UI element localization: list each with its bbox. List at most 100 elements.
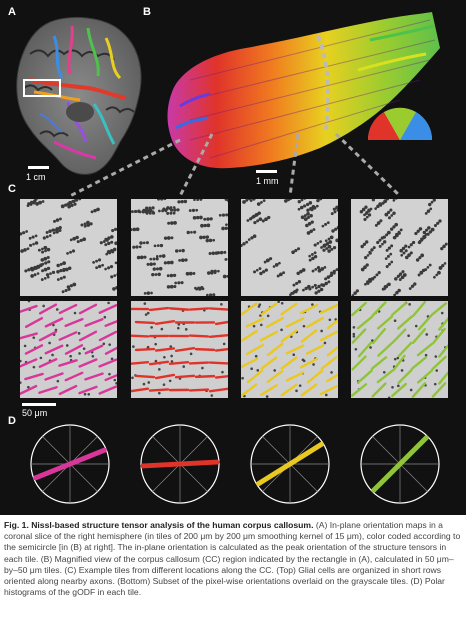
- cell-dot: [32, 336, 36, 339]
- cell-dot: [440, 247, 444, 251]
- cell-dot: [352, 326, 356, 329]
- cell-dot: [43, 245, 48, 250]
- cell-dot: [322, 244, 327, 248]
- orientation-stick: [104, 373, 117, 382]
- cell-dot: [191, 208, 196, 212]
- cell-dot: [301, 358, 305, 362]
- cell-dot: [296, 271, 300, 276]
- cell-dot: [437, 270, 441, 275]
- cell-dot: [278, 261, 281, 265]
- cell-dot: [56, 379, 60, 383]
- cell-dot: [166, 260, 171, 265]
- cell-dot: [316, 266, 321, 270]
- orientation-stick: [188, 334, 210, 338]
- panel-label-c: C: [8, 183, 16, 195]
- orientation-stick: [214, 347, 228, 352]
- orientation-stick: [326, 318, 338, 330]
- cell-dot: [99, 241, 103, 245]
- orientation-stick: [411, 328, 427, 344]
- cell-dot: [198, 287, 202, 291]
- cell-dot: [295, 281, 299, 285]
- cell-dot: [195, 208, 199, 212]
- cell-dot: [143, 255, 147, 259]
- cell-dot: [96, 207, 100, 212]
- cell-dot: [67, 204, 71, 209]
- cell-dot: [158, 266, 163, 271]
- cell-dot: [62, 275, 66, 279]
- cell-dot: [157, 272, 161, 277]
- cell-dot: [112, 287, 116, 291]
- cell-dot: [307, 222, 312, 226]
- orientation-stick: [20, 358, 38, 368]
- orientation-stick: [266, 370, 284, 383]
- cell-dot: [442, 244, 446, 249]
- cell-dot: [134, 209, 138, 214]
- cell-dot: [295, 389, 298, 393]
- cell-dot: [325, 247, 329, 250]
- cell-dot: [221, 226, 225, 231]
- orientation-stick: [376, 369, 394, 384]
- cell-dot: [213, 271, 217, 275]
- cell-dot: [273, 369, 277, 372]
- cell-dot: [317, 268, 322, 273]
- cell-dot: [78, 199, 82, 201]
- orientation-stick: [411, 382, 427, 398]
- orientation-stick: [397, 368, 413, 385]
- cell-dot: [206, 223, 211, 228]
- cell-dot: [166, 274, 170, 278]
- cell-dot: [20, 381, 22, 384]
- cell-dot: [152, 267, 156, 271]
- cell-dot: [109, 265, 114, 269]
- cell-dot: [364, 282, 367, 286]
- cell-dot: [154, 342, 157, 346]
- cell-dot: [409, 243, 413, 247]
- cell-dot: [316, 242, 320, 245]
- cell-dot: [139, 241, 143, 245]
- cell-dot: [262, 270, 266, 274]
- cell-dot: [73, 311, 77, 315]
- cell-dot: [40, 258, 45, 262]
- orientation-stick: [44, 372, 64, 381]
- cell-dot: [22, 231, 26, 235]
- cell-dot: [46, 266, 51, 271]
- orientation-stick: [131, 334, 150, 338]
- orientation-stick: [98, 358, 117, 368]
- cell-dot: [220, 302, 223, 306]
- cell-dot: [329, 235, 334, 240]
- cell-dot: [303, 217, 308, 222]
- cell-dot: [110, 235, 114, 239]
- orientation-stick: [104, 346, 117, 355]
- cell-dot: [426, 266, 430, 269]
- cell-dot: [131, 228, 133, 232]
- cell-dot: [320, 283, 324, 287]
- cell-dot: [20, 359, 22, 363]
- cell-dot: [330, 212, 334, 216]
- cell-dot: [61, 290, 65, 294]
- cell-dot: [381, 242, 384, 246]
- orientation-stick: [299, 303, 319, 315]
- orientation-stick: [305, 344, 325, 355]
- orientation-stick: [245, 343, 265, 356]
- cell-dot: [332, 269, 336, 273]
- cell-dot: [108, 343, 111, 346]
- cell-dot: [311, 269, 315, 273]
- cell-dot: [252, 199, 256, 201]
- cell-dot: [413, 282, 417, 286]
- cell-dot: [299, 205, 304, 210]
- tile-image: [241, 301, 338, 398]
- cell-dot: [304, 286, 308, 291]
- cell-dot: [382, 371, 386, 374]
- cell-dot: [149, 257, 153, 261]
- cell-dot: [144, 313, 148, 316]
- cell-dot: [148, 210, 152, 214]
- gODF-lobe: [371, 435, 429, 493]
- cell-dot: [45, 273, 50, 277]
- orientation-stick: [280, 356, 298, 370]
- cell-dot: [131, 210, 134, 214]
- cell-dot: [48, 234, 52, 237]
- orientation-stick: [148, 306, 170, 312]
- cell-dot: [221, 213, 226, 217]
- cell-dot: [311, 303, 314, 306]
- cell-dot: [311, 256, 315, 261]
- cell-dot: [369, 207, 373, 211]
